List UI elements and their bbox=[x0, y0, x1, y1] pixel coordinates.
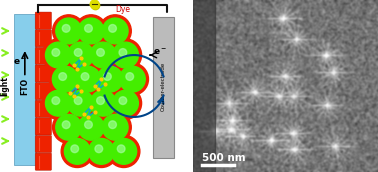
Circle shape bbox=[75, 111, 107, 143]
Circle shape bbox=[108, 135, 140, 168]
Circle shape bbox=[65, 87, 97, 119]
FancyBboxPatch shape bbox=[35, 100, 51, 117]
Circle shape bbox=[119, 66, 145, 92]
Circle shape bbox=[53, 66, 78, 92]
Text: 500 nm: 500 nm bbox=[202, 153, 246, 163]
Circle shape bbox=[59, 73, 67, 80]
Circle shape bbox=[74, 97, 82, 104]
Text: Counter-electrode: Counter-electrode bbox=[161, 61, 166, 111]
Circle shape bbox=[113, 42, 138, 68]
Circle shape bbox=[52, 97, 60, 104]
Text: $\mathbf{I_2}$: $\mathbf{I_2}$ bbox=[113, 100, 122, 114]
Circle shape bbox=[109, 121, 116, 128]
Circle shape bbox=[71, 145, 79, 153]
Text: light: light bbox=[0, 76, 9, 96]
Circle shape bbox=[94, 63, 126, 95]
Circle shape bbox=[53, 111, 85, 143]
Circle shape bbox=[109, 87, 142, 119]
Circle shape bbox=[78, 114, 104, 140]
Text: Dye: Dye bbox=[94, 5, 130, 32]
Circle shape bbox=[99, 111, 131, 143]
Circle shape bbox=[68, 42, 94, 68]
FancyBboxPatch shape bbox=[35, 47, 51, 64]
Circle shape bbox=[113, 90, 138, 116]
Circle shape bbox=[117, 145, 125, 153]
Circle shape bbox=[102, 114, 128, 140]
Circle shape bbox=[52, 49, 60, 56]
Circle shape bbox=[90, 90, 116, 116]
FancyBboxPatch shape bbox=[14, 14, 36, 165]
Circle shape bbox=[74, 49, 82, 56]
Circle shape bbox=[85, 24, 92, 32]
Circle shape bbox=[62, 24, 70, 32]
Circle shape bbox=[109, 39, 142, 71]
Circle shape bbox=[119, 97, 127, 104]
Circle shape bbox=[56, 18, 82, 44]
Circle shape bbox=[119, 49, 127, 56]
Circle shape bbox=[111, 138, 136, 164]
Circle shape bbox=[71, 63, 104, 95]
Circle shape bbox=[75, 66, 101, 92]
Circle shape bbox=[87, 87, 119, 119]
Circle shape bbox=[65, 39, 97, 71]
FancyBboxPatch shape bbox=[35, 118, 51, 135]
Circle shape bbox=[42, 87, 74, 119]
Circle shape bbox=[104, 73, 111, 80]
FancyBboxPatch shape bbox=[153, 17, 174, 158]
Text: FTO: FTO bbox=[20, 77, 29, 95]
FancyBboxPatch shape bbox=[35, 30, 51, 47]
Text: $\mathbf{I^-}$: $\mathbf{I^-}$ bbox=[112, 63, 124, 75]
Circle shape bbox=[87, 39, 119, 71]
Circle shape bbox=[97, 66, 123, 92]
Circle shape bbox=[116, 63, 149, 95]
Circle shape bbox=[81, 73, 89, 80]
Circle shape bbox=[99, 15, 131, 47]
Circle shape bbox=[97, 49, 104, 56]
FancyBboxPatch shape bbox=[35, 136, 51, 153]
Circle shape bbox=[88, 138, 114, 164]
Bar bbox=[193, 0, 215, 172]
Circle shape bbox=[42, 39, 74, 71]
Circle shape bbox=[62, 121, 70, 128]
FancyBboxPatch shape bbox=[35, 153, 51, 170]
Circle shape bbox=[90, 0, 99, 9]
Circle shape bbox=[75, 15, 107, 47]
Circle shape bbox=[95, 145, 103, 153]
Circle shape bbox=[85, 135, 118, 168]
Circle shape bbox=[68, 90, 94, 116]
FancyBboxPatch shape bbox=[35, 12, 51, 29]
Circle shape bbox=[102, 18, 128, 44]
Circle shape bbox=[64, 138, 90, 164]
Circle shape bbox=[49, 63, 81, 95]
Circle shape bbox=[45, 42, 71, 68]
Circle shape bbox=[126, 73, 134, 80]
FancyBboxPatch shape bbox=[35, 65, 51, 82]
Circle shape bbox=[78, 18, 104, 44]
Text: $\mathbf{e^-}$: $\mathbf{e^-}$ bbox=[12, 57, 27, 67]
FancyBboxPatch shape bbox=[35, 83, 51, 100]
Circle shape bbox=[85, 121, 92, 128]
Circle shape bbox=[56, 114, 82, 140]
Circle shape bbox=[109, 24, 116, 32]
Text: $\mathbf{e^-}$: $\mathbf{e^-}$ bbox=[153, 46, 167, 57]
Circle shape bbox=[53, 15, 85, 47]
Circle shape bbox=[90, 42, 116, 68]
Circle shape bbox=[45, 90, 71, 116]
Circle shape bbox=[61, 135, 93, 168]
Circle shape bbox=[97, 97, 104, 104]
